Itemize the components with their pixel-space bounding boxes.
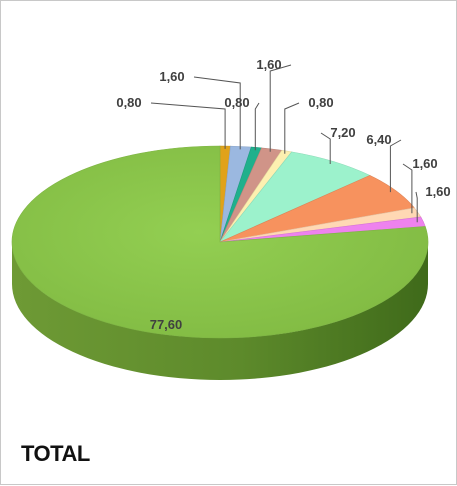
leader-line [150, 102, 226, 149]
leader-line [254, 102, 260, 151]
data-label: 1,60 [159, 69, 184, 84]
data-label: 0,80 [308, 95, 333, 110]
data-label: 1,60 [425, 184, 450, 199]
data-label: 0,80 [224, 95, 249, 110]
pie-side-wall [12, 242, 428, 380]
data-label: 0,80 [116, 95, 141, 110]
chart-title: TOTAL [21, 441, 90, 466]
leader-line [389, 139, 402, 193]
data-label: 77,60 [150, 317, 183, 332]
data-label: 7,20 [330, 125, 355, 140]
leader-line [415, 191, 418, 223]
data-label: 1,60 [412, 156, 437, 171]
pie-slice [11, 145, 429, 339]
leader-line [269, 64, 292, 152]
leader-line [284, 102, 300, 154]
data-label: 1,60 [256, 57, 281, 72]
leader-line [320, 132, 331, 164]
data-label: 6,40 [366, 132, 391, 147]
leader-line [402, 163, 413, 214]
leader-line [193, 76, 241, 150]
